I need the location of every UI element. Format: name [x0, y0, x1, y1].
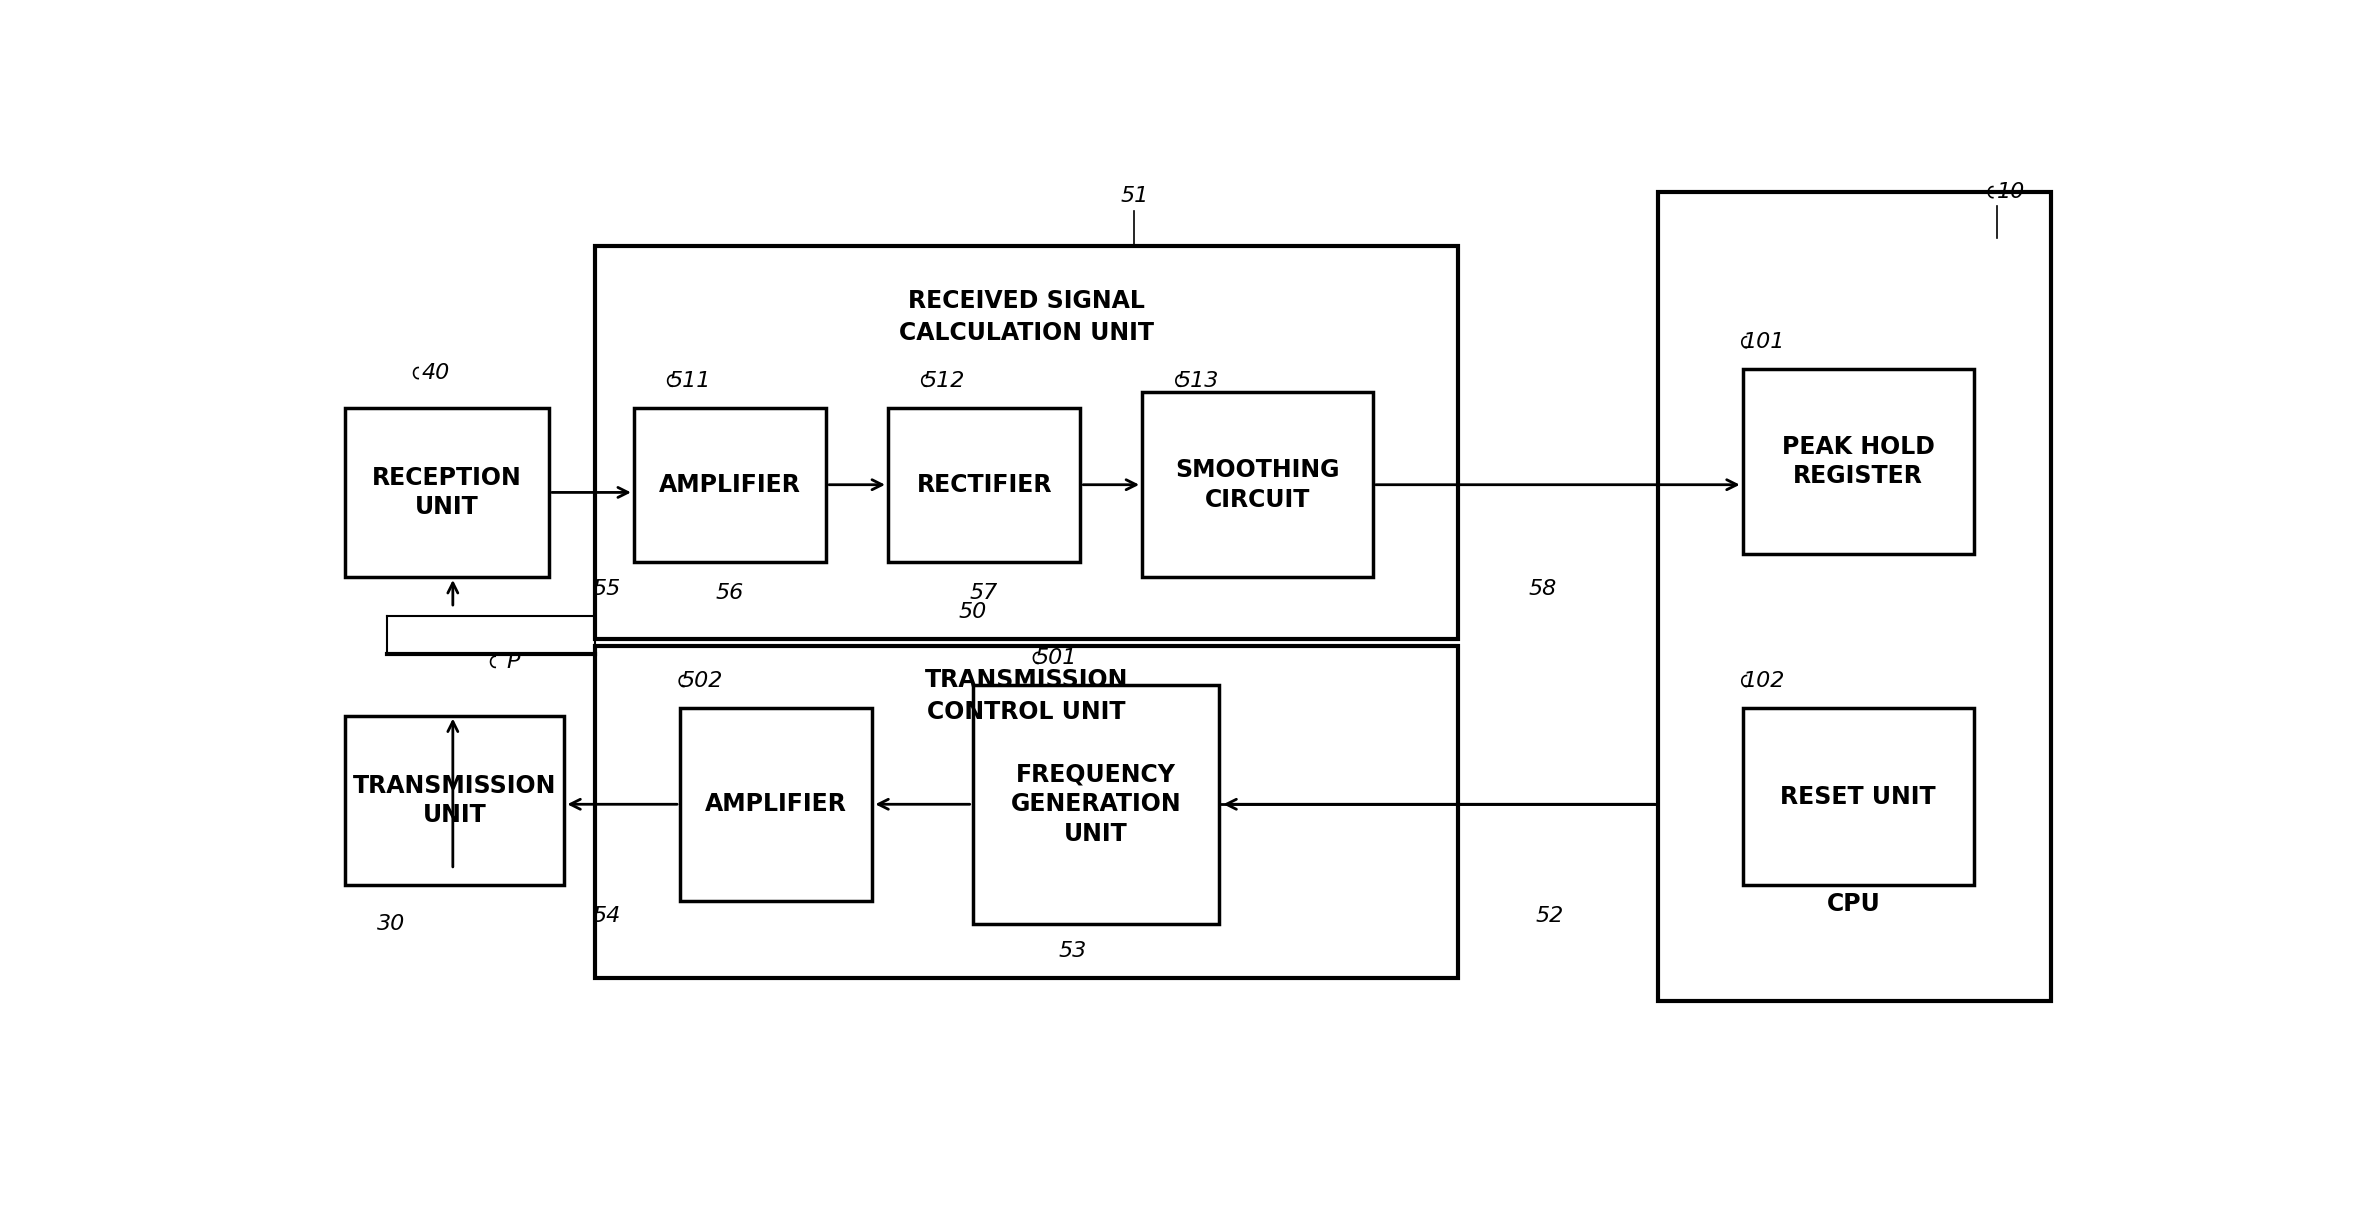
- Bar: [344, 716, 565, 885]
- Text: 55: 55: [594, 579, 622, 598]
- Text: 58: 58: [1529, 579, 1557, 598]
- Text: 51: 51: [1121, 186, 1149, 206]
- Bar: [888, 407, 1080, 562]
- Bar: [1657, 192, 2051, 1001]
- Text: AMPLIFIER: AMPLIFIER: [660, 473, 800, 496]
- Text: 52: 52: [1536, 906, 1564, 925]
- Bar: [679, 708, 874, 901]
- Text: TRANSMISSION
CONTROL UNIT: TRANSMISSION CONTROL UNIT: [926, 669, 1128, 724]
- Text: 513: 513: [1178, 371, 1220, 390]
- Text: 54: 54: [594, 906, 622, 925]
- Text: 502: 502: [681, 671, 722, 691]
- Bar: [1142, 393, 1372, 578]
- Text: AMPLIFIER: AMPLIFIER: [705, 793, 848, 816]
- Bar: [1743, 370, 1973, 554]
- Text: P: P: [506, 652, 520, 671]
- Text: CPU: CPU: [1828, 891, 1880, 916]
- Bar: [344, 407, 548, 578]
- Bar: [973, 685, 1218, 924]
- Text: 53: 53: [1059, 940, 1087, 961]
- Text: 501: 501: [1035, 648, 1078, 668]
- Text: 56: 56: [717, 582, 743, 602]
- Text: FREQUENCY
GENERATION
UNIT: FREQUENCY GENERATION UNIT: [1011, 762, 1182, 846]
- Text: 30: 30: [377, 913, 406, 934]
- Text: 50: 50: [959, 602, 988, 621]
- Text: 40: 40: [423, 364, 451, 383]
- Text: RECEIVED SIGNAL
CALCULATION UNIT: RECEIVED SIGNAL CALCULATION UNIT: [900, 289, 1154, 344]
- Text: TRANSMISSION
UNIT: TRANSMISSION UNIT: [354, 773, 556, 827]
- Bar: [634, 407, 826, 562]
- Text: 10: 10: [1997, 182, 2025, 202]
- Text: 101: 101: [1743, 332, 1785, 353]
- Text: PEAK HOLD
REGISTER: PEAK HOLD REGISTER: [1780, 435, 1935, 489]
- Text: RECTIFIER: RECTIFIER: [916, 473, 1052, 496]
- Bar: [596, 647, 1458, 978]
- Text: 102: 102: [1743, 671, 1785, 691]
- Text: RECEPTION
UNIT: RECEPTION UNIT: [373, 466, 522, 519]
- Bar: [596, 246, 1458, 638]
- Text: 512: 512: [923, 371, 966, 390]
- Text: 57: 57: [971, 582, 997, 602]
- Text: 511: 511: [669, 371, 712, 390]
- Text: RESET UNIT: RESET UNIT: [1780, 784, 1935, 809]
- Bar: [1743, 708, 1973, 885]
- Text: SMOOTHING
CIRCUIT: SMOOTHING CIRCUIT: [1175, 458, 1339, 512]
